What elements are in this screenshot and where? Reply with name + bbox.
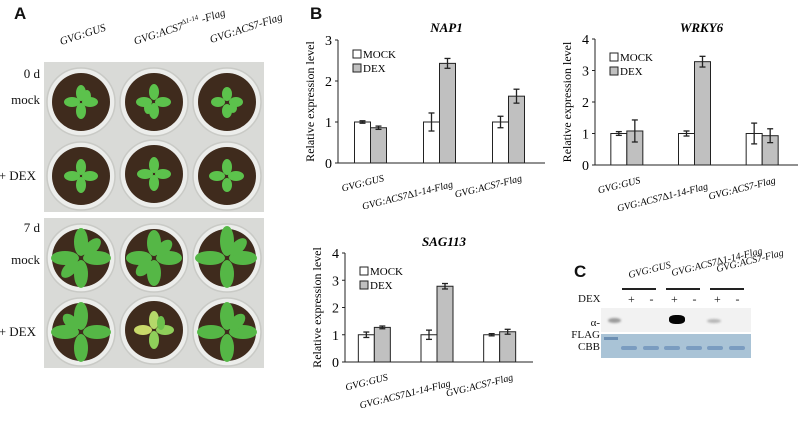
flag-band-acs7-delta-dex — [669, 315, 685, 324]
blot-group-label-gus: GVG:GUS — [627, 259, 673, 281]
panel-a-col-header-gus: GVG:GUS — [58, 21, 108, 48]
cbb-band-lane-6 — [728, 346, 745, 350]
dex-sign-lane-5: + — [714, 292, 721, 306]
y-tick-label: 0 — [325, 157, 332, 172]
flag-band-acs7-dex — [707, 319, 721, 323]
chart-title: SAG113 — [422, 234, 467, 249]
panel-c-letter: C — [574, 262, 587, 281]
x-category-label: GVG:GUS — [597, 175, 642, 196]
cbb-band-lane-2 — [642, 346, 659, 350]
blot-group-bar-gus — [622, 288, 656, 290]
y-axis-label: Relative expression level — [310, 247, 324, 368]
x-category-label: GVG:ACS7-Flag — [445, 372, 515, 399]
bar-dex — [370, 127, 387, 164]
x-category-label: GVG:ACS7-Flag — [707, 175, 777, 202]
y-tick-label: 3 — [325, 34, 332, 49]
x-category-label: GVG:ACS7-Flag — [454, 173, 524, 200]
alpha-flag-blot — [601, 308, 751, 332]
wrky6-bar-chart-svg: WRKY6 0 1 2 3 4 Relative expression level GVG:G… — [560, 20, 798, 214]
dex-sign-lane-4: - — [692, 292, 697, 306]
legend-swatch-dex — [609, 66, 619, 76]
x-category-label: GVG:GUS — [341, 173, 386, 194]
bar-dex — [499, 331, 517, 363]
blot-group-bar-acs7-delta — [666, 288, 700, 290]
y-tick-label: 4 — [332, 247, 339, 262]
bar-mock — [357, 334, 375, 363]
x-category-label: GVG:GUS — [344, 372, 389, 393]
blot-cbb-label: CBB — [577, 341, 600, 353]
row-label-7d-mock: mock — [11, 252, 40, 267]
blot-alpha-flag-label: α-FLAG — [571, 317, 600, 341]
legend-label-mock: MOCK — [370, 266, 403, 278]
bar-mock — [354, 121, 371, 164]
legend-label-dex: DEX — [620, 66, 643, 78]
nap1-chart: NAP1 0 1 2 3 Relative expression level GVG:GUS… — [285, 18, 545, 218]
legend-label-dex: DEX — [370, 280, 393, 292]
y-axis-label: Relative expression level — [303, 41, 317, 162]
bar-dex — [439, 62, 456, 164]
blot-dex-signs: + - + - + - — [600, 292, 800, 306]
nap1-bar-chart-svg: NAP1 0 1 2 3 Relative expression level GVG:GUS… — [303, 20, 545, 212]
sag113-chart: SAG113 0 1 2 3 4 Relative expression level GVG:… — [285, 228, 545, 416]
dex-sign-lane-1: + — [628, 292, 635, 306]
dex-sign-lane-6: - — [735, 292, 740, 306]
y-tick-label: 0 — [582, 159, 589, 174]
legend-swatch-dex — [352, 63, 362, 73]
y-tick-label: 1 — [332, 329, 339, 344]
cbb-blot — [601, 334, 751, 358]
plant-photo-0d — [44, 62, 264, 212]
flag-band-ladder — [608, 318, 621, 323]
cbb-band-lane-3 — [664, 346, 680, 350]
y-tick-label: 4 — [582, 33, 589, 48]
blot-group-bar-acs7 — [710, 288, 744, 290]
y-tick-label: 1 — [325, 116, 332, 131]
y-tick-label: 2 — [332, 302, 339, 317]
plant-photo-7d — [44, 218, 264, 368]
timepoint-0d-label: 0 d — [23, 66, 40, 81]
bar-mock — [678, 133, 695, 166]
row-label-7d-dex: + DEX — [0, 324, 36, 339]
y-tick-label: 2 — [582, 96, 589, 111]
bar-mock — [483, 334, 501, 363]
bar-dex — [508, 95, 525, 164]
row-label-0d-dex: + DEX — [0, 168, 36, 183]
y-tick-label: 0 — [332, 356, 339, 371]
cbb-band-lane-1 — [621, 346, 637, 350]
legend-label-mock: MOCK — [620, 52, 653, 64]
y-tick-label: 3 — [332, 274, 339, 289]
cbb-band-lane-4 — [685, 346, 702, 350]
dex-sign-lane-2: - — [649, 292, 654, 306]
bar-dex — [373, 326, 391, 363]
bar-mock — [610, 133, 628, 166]
panel-a-letter: A — [14, 4, 27, 23]
y-axis-label: Relative expression level — [560, 41, 574, 162]
legend-swatch-dex — [359, 280, 369, 290]
dex-sign-lane-3: + — [671, 292, 678, 306]
legend-label-mock: MOCK — [363, 49, 396, 61]
bar-dex — [436, 285, 454, 363]
panel-b-letter: B — [310, 4, 323, 23]
legend-label-dex: DEX — [363, 63, 386, 75]
sag113-bar-chart-svg: SAG113 0 1 2 3 4 Relative expression level GVG:… — [310, 234, 533, 411]
timepoint-7d-label: 7 d — [23, 220, 40, 235]
plant-pots-0d-graphic — [46, 67, 262, 211]
cbb-ladder-band — [604, 337, 618, 340]
y-tick-label: 3 — [582, 65, 589, 80]
blot-dex-label: DEX — [578, 293, 601, 305]
chart-title: WRKY6 — [680, 20, 724, 35]
y-tick-label: 1 — [582, 128, 589, 143]
legend-swatch-mock — [609, 52, 619, 62]
legend-swatch-mock — [352, 49, 362, 59]
plant-pots-7d-graphic — [46, 223, 262, 367]
bar-dex — [694, 61, 711, 166]
cbb-band-lane-5 — [707, 346, 723, 350]
y-tick-label: 2 — [325, 75, 332, 90]
legend-swatch-mock — [359, 266, 369, 276]
chart-title: NAP1 — [429, 20, 463, 35]
wrky6-chart: WRKY6 0 1 2 3 4 Relative expression level GVG:G… — [540, 18, 800, 218]
row-label-0d-mock: mock — [11, 92, 40, 107]
